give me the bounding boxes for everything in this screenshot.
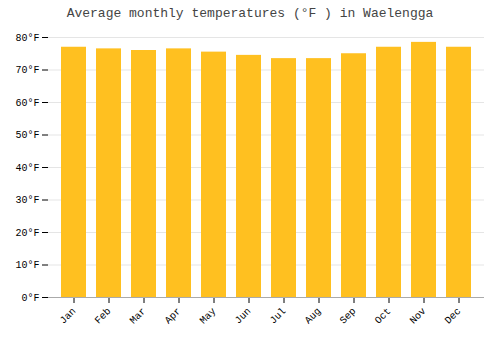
svg-text:20°F: 20°F (15, 228, 39, 239)
svg-text:Jan: Jan (58, 306, 79, 327)
svg-text:Jul: Jul (268, 306, 289, 327)
svg-text:Aug: Aug (303, 306, 324, 327)
html-text:Average monthly temperatures (: Average monthly temperatures (°F ) in Wa… (66, 6, 434, 21)
svg-text:0°F: 0°F (21, 293, 39, 304)
svg-text:Mar: Mar (128, 306, 149, 327)
svg-text:Dec: Dec (443, 306, 464, 327)
svg-text:May: May (198, 306, 219, 327)
svg-text:Sep: Sep (338, 306, 359, 327)
svg-text:80°F: 80°F (15, 33, 39, 44)
svg-text:Nov: Nov (408, 306, 429, 327)
svg-text:Apr: Apr (163, 306, 184, 327)
svg-text:50°F: 50°F (15, 130, 39, 141)
svg-text:Feb: Feb (93, 306, 114, 327)
svg-text:70°F: 70°F (15, 65, 39, 76)
svg-text:Jun: Jun (233, 306, 254, 327)
svg-text:10°F: 10°F (15, 260, 39, 271)
svg-text:40°F: 40°F (15, 163, 39, 174)
svg-text:30°F: 30°F (15, 195, 39, 206)
svg-text:60°F: 60°F (15, 98, 39, 109)
svg-text:Oct: Oct (373, 306, 394, 327)
